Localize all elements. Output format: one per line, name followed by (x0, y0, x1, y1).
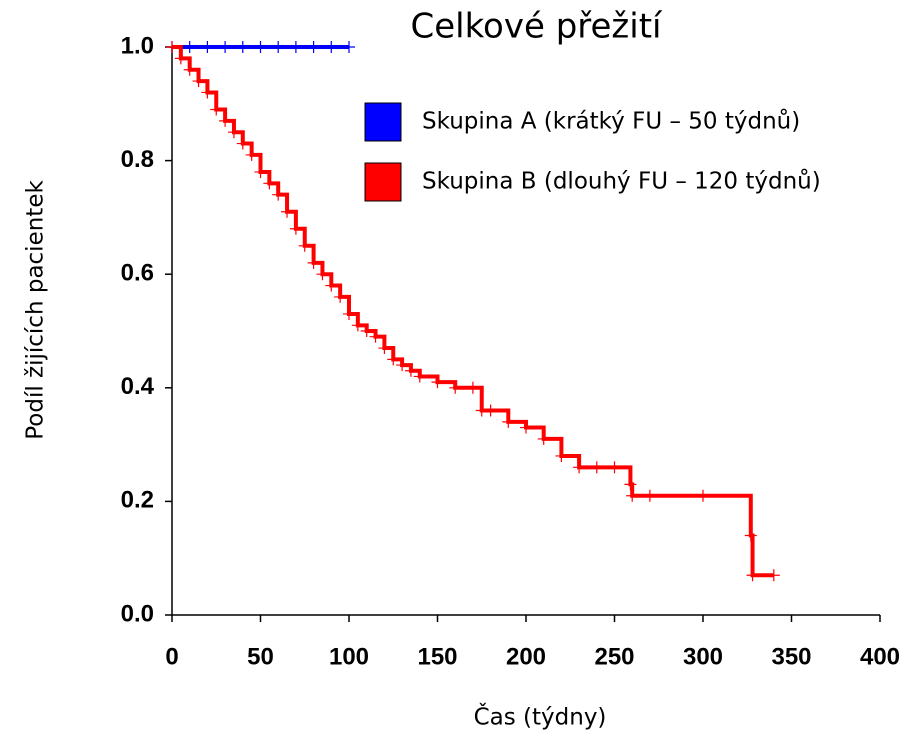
censor-mark (183, 41, 196, 53)
censor-mark (236, 137, 249, 150)
censor-mark (520, 421, 532, 434)
censor-mark (263, 177, 276, 190)
censor-mark (201, 86, 214, 99)
censor-mark (307, 256, 320, 269)
censor-mark (413, 370, 426, 383)
censor-mark (316, 268, 329, 281)
censor-mark (378, 342, 391, 355)
censor-mark (573, 461, 586, 474)
censor-mark (343, 41, 355, 53)
chart-title: Celkové přežití (410, 7, 663, 47)
censor-mark (334, 290, 347, 303)
censor-mark (272, 188, 285, 201)
censor-mark (325, 279, 338, 292)
censor-mark (166, 41, 178, 53)
x-tick-label: 100 (329, 643, 369, 670)
censor-mark (387, 353, 400, 366)
censor-mark (254, 165, 267, 178)
censor-mark (183, 63, 196, 76)
censor-mark (192, 75, 205, 88)
censor-mark (307, 41, 320, 53)
censor-mark (369, 330, 382, 343)
censor-mark (590, 461, 603, 474)
censor-mark (219, 41, 232, 53)
censor-mark (210, 103, 223, 116)
censor-mark (227, 126, 240, 139)
x-tick-label: 400 (860, 643, 900, 670)
y-tick-label: 0.8 (121, 146, 154, 173)
censor-mark (555, 449, 568, 462)
legend-label: Skupina B (dlouhý FU – 120 týdnů) (422, 168, 821, 195)
x-axis-label: Čas (týdny) (474, 703, 607, 731)
censor-mark (281, 205, 294, 218)
censor-mark (289, 41, 302, 53)
censor-mark (254, 41, 267, 53)
censor-mark (245, 148, 258, 161)
censor-mark (351, 319, 364, 332)
censor-mark (537, 432, 550, 445)
censor-mark (767, 569, 780, 582)
y-tick-label: 0.4 (121, 373, 155, 400)
censor-mark (174, 52, 187, 65)
censor-mark (396, 359, 409, 372)
y-tick-label: 0.0 (121, 600, 154, 627)
legend-swatch (364, 162, 402, 202)
censor-mark (298, 239, 311, 252)
x-tick-label: 200 (506, 643, 546, 670)
censor-mark (201, 41, 214, 53)
censor-mark (624, 478, 637, 491)
censor-mark (626, 489, 639, 502)
censor-mark (431, 376, 444, 389)
censor-mark (466, 381, 479, 394)
x-tick-label: 250 (594, 643, 634, 670)
censor-mark (484, 404, 497, 417)
x-tick-label: 0 (165, 643, 178, 670)
censor-mark (449, 381, 462, 394)
censor-mark (343, 307, 355, 320)
censor-mark (360, 325, 373, 337)
censor-mark (608, 461, 621, 474)
y-tick-label: 0.6 (121, 260, 154, 287)
censor-mark (236, 41, 249, 53)
y-tick-label: 1.0 (121, 32, 154, 59)
censor-mark (697, 489, 709, 502)
censor-mark (272, 41, 285, 53)
x-tick-label: 50 (247, 643, 274, 670)
legend-swatch (364, 102, 402, 142)
y-axis-label: Podíl žijících pacientek (23, 180, 49, 440)
censor-mark (404, 364, 417, 377)
censor-mark (325, 41, 338, 53)
censor-mark (219, 114, 232, 127)
censor-mark (502, 415, 515, 428)
censor-mark (746, 569, 759, 582)
x-tick-label: 300 (683, 643, 723, 670)
y-tick-label: 0.2 (121, 487, 154, 514)
x-tick-label: 150 (417, 643, 457, 670)
censor-mark (289, 222, 302, 235)
legend-label: Skupina A (krátký FU – 50 týdnů) (422, 108, 800, 135)
censor-mark (643, 489, 656, 502)
censor-mark (744, 529, 757, 542)
x-tick-label: 350 (771, 643, 811, 670)
